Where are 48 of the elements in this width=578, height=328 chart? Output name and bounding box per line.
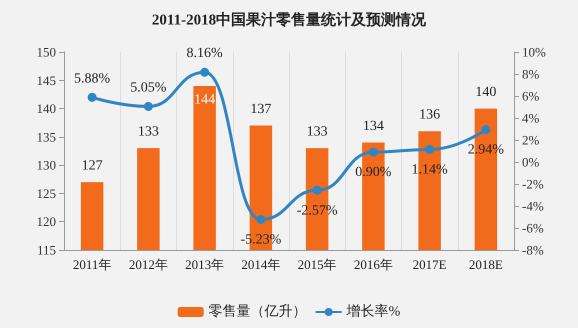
x-tick-label: 2015年	[298, 257, 337, 272]
point	[256, 215, 266, 224]
y-tick-label: 130	[36, 158, 56, 173]
point	[144, 102, 153, 111]
y-tick-label: 140	[36, 101, 56, 116]
y2-tick-label: 6%	[522, 88, 540, 104]
data-label: 144	[194, 92, 216, 108]
x-tick-label: 2012年	[128, 257, 168, 272]
y2-tick-label: -4%	[522, 198, 544, 214]
x-tick-label: 2017E	[412, 257, 447, 272]
x-tick-label: 2016年	[354, 257, 393, 272]
data-label: 133	[138, 124, 159, 140]
y-tick-label: 125	[36, 186, 56, 201]
point	[88, 92, 97, 102]
chart-title: 2011-2018中国果汁零售量统计及预测情况	[152, 12, 428, 28]
x-tick-label: 2013年	[185, 257, 224, 272]
point	[425, 144, 434, 154]
y-tick-label: 120	[36, 214, 56, 230]
y2-tick-label: -2%	[522, 176, 544, 192]
y-tick-label: 115	[36, 242, 56, 258]
data-label: 140	[475, 85, 496, 100]
y-tick-label: 150	[36, 44, 56, 60]
data-label: 5.88%	[74, 71, 111, 86]
data-label: 127	[82, 158, 103, 174]
x-tick-label: 2018E	[468, 257, 503, 272]
data-label: 8.16%	[186, 46, 224, 62]
data-label: 137	[250, 102, 272, 118]
x-tick-label: 2014年	[241, 257, 280, 272]
data-label: 134	[362, 119, 384, 134]
legend-label: 零售量（亿升）	[208, 304, 307, 320]
y2-tick-label: -6%	[522, 220, 544, 236]
data-label: 136	[419, 108, 440, 123]
data-label: 5.05%	[130, 80, 167, 96]
point	[312, 186, 322, 195]
data-label: 133	[306, 124, 328, 140]
y2-tick-label: 0%	[522, 154, 540, 170]
y2-tick-label: 2%	[522, 132, 540, 148]
y-tick-label: 135	[36, 129, 56, 144]
y-tick-label: 145	[36, 72, 56, 88]
point	[481, 125, 490, 134]
point	[368, 148, 378, 157]
y2-tick-label: 8%	[522, 66, 540, 82]
y2-tick-label: -8%	[522, 242, 544, 258]
y2-tick-label: 10%	[522, 44, 546, 60]
x-tick-label: 2011年	[72, 257, 112, 272]
y2-tick-label: 4%	[522, 110, 540, 126]
point	[200, 68, 210, 77]
legend-label: 增长率%	[346, 304, 401, 320]
